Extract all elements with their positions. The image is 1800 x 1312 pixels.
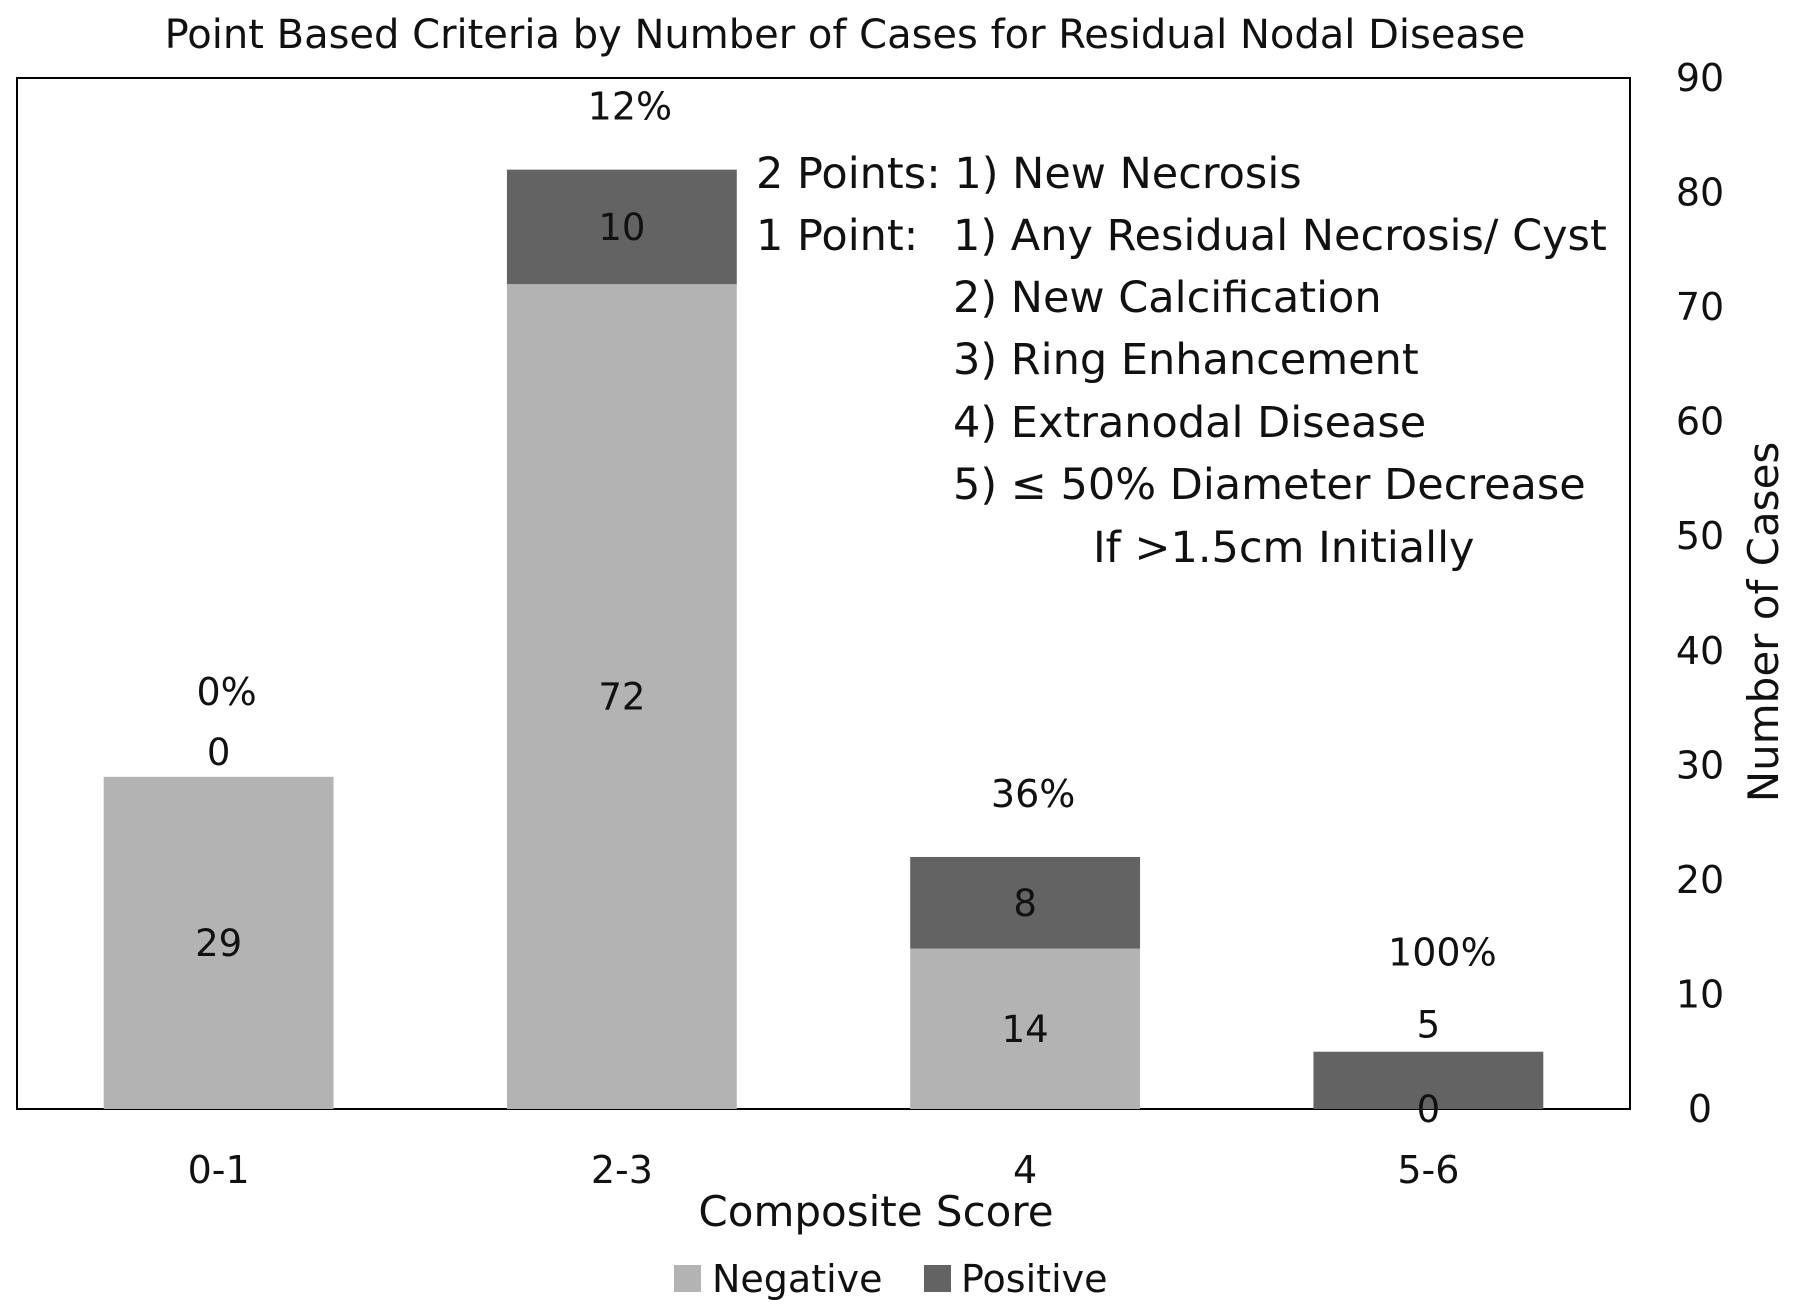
data-label-positive: 10 bbox=[598, 206, 645, 249]
annotation-line-4: 2) New Calcification bbox=[953, 273, 1382, 323]
y-tick-label: 10 bbox=[1676, 972, 1724, 1016]
y-axis-ticks: 0 10 20 30 40 50 60 70 80 90 bbox=[1676, 56, 1724, 1131]
y-tick-label: 0 bbox=[1688, 1087, 1712, 1131]
data-label-negative: 14 bbox=[1002, 1008, 1049, 1051]
chart-title: Point Based Criteria by Number of Cases … bbox=[165, 12, 1526, 58]
percent-label: 12% bbox=[588, 85, 672, 129]
x-axis-label: Composite Score bbox=[698, 1187, 1053, 1236]
y-tick-label: 90 bbox=[1676, 56, 1724, 100]
bar-negative bbox=[910, 948, 1141, 1109]
percent-label: 36% bbox=[991, 772, 1075, 816]
x-tick-label: 2-3 bbox=[591, 1148, 653, 1192]
bar-group: 29 0 0% 72 10 12% 14 8 36% 0 5 100% bbox=[103, 85, 1544, 1131]
bar-negative bbox=[103, 776, 334, 1109]
annotation-line-2: 1 Point: bbox=[756, 211, 918, 261]
annotation-line-6: 4) Extranodal Disease bbox=[953, 398, 1426, 448]
x-axis-ticks: 0-1 2-3 4 5-6 bbox=[188, 1148, 1460, 1192]
bar-positive bbox=[1313, 1051, 1544, 1109]
annotation-line-5: 3) Ring Enhancement bbox=[953, 335, 1419, 385]
percent-label: 0% bbox=[196, 670, 256, 714]
legend-swatch-negative bbox=[674, 1265, 701, 1292]
annotation-line-8: If >1.5cm Initially bbox=[1093, 523, 1474, 573]
legend-label-positive: Positive bbox=[961, 1257, 1108, 1301]
percent-label: 100% bbox=[1388, 931, 1497, 975]
criteria-annotation: 2 Points: 1) New Necrosis 1 Point: 1) An… bbox=[756, 149, 1607, 573]
y-tick-label: 20 bbox=[1676, 858, 1724, 902]
y-tick-label: 60 bbox=[1676, 400, 1724, 444]
bar-positive bbox=[506, 169, 737, 285]
data-label-negative: 29 bbox=[195, 922, 242, 965]
data-label-negative: 0 bbox=[1417, 1088, 1441, 1131]
x-tick-label: 5-6 bbox=[1397, 1148, 1459, 1192]
bar-negative bbox=[506, 284, 737, 1109]
y-tick-label: 40 bbox=[1676, 629, 1724, 673]
annotation-line-3: 1) Any Residual Necrosis/ Cyst bbox=[953, 211, 1607, 261]
annotation-line-7: 5) ≤ 50% Diameter Decrease bbox=[953, 460, 1586, 510]
data-label-positive: 0 bbox=[207, 731, 231, 774]
data-label-positive: 8 bbox=[1013, 882, 1037, 925]
data-label-negative: 72 bbox=[598, 676, 645, 719]
y-tick-label: 70 bbox=[1676, 285, 1724, 329]
legend-label-negative: Negative bbox=[712, 1257, 883, 1301]
y-axis-label: Number of Cases bbox=[1739, 442, 1788, 803]
annotation-line-1: 2 Points: 1) New Necrosis bbox=[756, 149, 1302, 199]
y-tick-label: 50 bbox=[1676, 514, 1724, 558]
x-tick-label: 0-1 bbox=[188, 1148, 250, 1192]
plot-frame bbox=[16, 77, 1631, 1110]
y-tick-label: 80 bbox=[1676, 171, 1724, 215]
y-tick-label: 30 bbox=[1676, 743, 1724, 787]
legend: Negative Positive bbox=[674, 1257, 1108, 1301]
bar-positive bbox=[910, 856, 1141, 949]
legend-swatch-positive bbox=[924, 1265, 951, 1292]
data-label-positive: 5 bbox=[1417, 1004, 1441, 1047]
x-tick-label: 4 bbox=[1013, 1148, 1037, 1192]
